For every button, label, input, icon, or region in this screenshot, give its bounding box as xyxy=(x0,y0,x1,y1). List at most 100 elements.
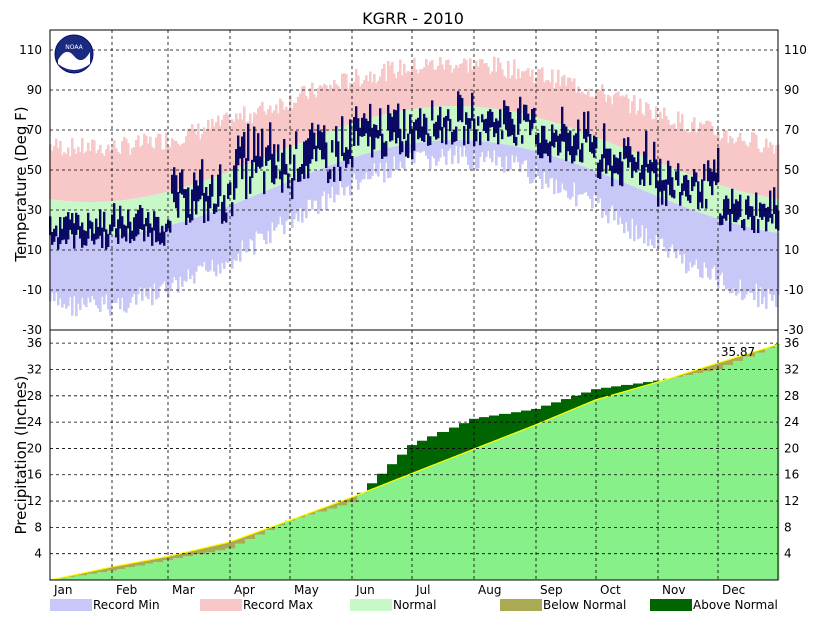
observed-precip-bar xyxy=(499,438,502,580)
record-min-bar xyxy=(549,155,552,179)
observed-temp-bar xyxy=(767,206,770,222)
observed-precip-bar xyxy=(177,558,180,580)
record-min-bar xyxy=(199,216,202,266)
record-min-bar xyxy=(521,147,524,165)
noaa-logo-icon: NOAA xyxy=(54,34,94,74)
record-max-bar xyxy=(491,71,494,109)
observed-temp-bar xyxy=(537,132,540,155)
observed-temp-bar xyxy=(283,138,286,175)
record-max-bar xyxy=(295,102,298,145)
record-max-bar xyxy=(639,98,642,156)
observed-temp-bar xyxy=(443,117,446,128)
above-normal-bar xyxy=(483,417,486,446)
below-normal-bar xyxy=(151,559,154,564)
record-min-bar xyxy=(139,231,142,288)
record-max-bar xyxy=(143,133,146,197)
record-max-bar xyxy=(667,119,670,167)
observed-precip-bar xyxy=(417,471,420,580)
normal-range-bar xyxy=(405,110,408,145)
record-max-bar xyxy=(745,144,748,193)
below-normal-bar xyxy=(225,542,228,549)
record-max-bar xyxy=(307,99,310,140)
observed-temp-bar xyxy=(703,163,706,181)
normal-range-bar xyxy=(93,201,96,236)
record-min-bar xyxy=(595,171,598,197)
record-min-bar xyxy=(555,157,558,180)
record-max-bar xyxy=(617,91,620,146)
normal-range-bar xyxy=(297,143,300,178)
record-min-bar xyxy=(189,219,192,280)
observed-temp-bar xyxy=(425,117,428,135)
record-max-bar xyxy=(623,96,626,149)
normal-range-bar xyxy=(355,122,358,157)
record-max-bar xyxy=(163,149,166,193)
observed-temp-bar xyxy=(125,225,128,242)
normal-range-bar xyxy=(547,120,550,155)
observed-temp-bar xyxy=(67,212,70,240)
record-min-bar xyxy=(467,140,470,165)
record-max-bar xyxy=(383,64,386,115)
record-max-bar xyxy=(467,72,470,107)
below-normal-bar xyxy=(83,572,86,576)
below-normal-bar xyxy=(243,536,246,544)
observed-temp-bar xyxy=(429,136,432,146)
record-min-bar xyxy=(263,191,266,240)
observed-temp-bar xyxy=(257,133,260,167)
record-min-bar xyxy=(83,235,86,305)
normal-range-bar xyxy=(145,196,148,231)
legend-label: Record Max xyxy=(243,598,313,612)
above-normal-bar xyxy=(627,384,630,391)
below-normal-bar xyxy=(245,536,248,540)
record-min-bar xyxy=(457,140,460,164)
observed-temp-bar xyxy=(185,189,188,226)
observed-temp-bar xyxy=(281,152,284,193)
above-normal-bar xyxy=(485,417,488,445)
record-max-bar xyxy=(343,73,346,127)
below-normal-bar xyxy=(291,519,294,521)
observed-temp-bar xyxy=(357,118,360,146)
observed-temp-bar xyxy=(249,176,252,194)
observed-temp-bar xyxy=(573,135,576,162)
observed-temp-bar xyxy=(605,148,608,174)
record-max-bar xyxy=(713,134,716,184)
below-normal-bar xyxy=(249,534,252,540)
observed-temp-bar xyxy=(403,109,406,140)
observed-temp-bar xyxy=(127,209,130,229)
observed-precip-bar xyxy=(353,502,356,580)
observed-temp-bar xyxy=(201,159,204,196)
observed-precip-bar xyxy=(153,562,156,580)
above-normal-bar xyxy=(475,418,478,449)
observed-temp-bar xyxy=(493,122,496,138)
observed-precip-bar xyxy=(583,404,586,580)
observed-precip-bar xyxy=(403,476,406,580)
record-max-bar xyxy=(549,82,552,122)
observed-precip-bar xyxy=(647,384,650,580)
observed-temp-bar xyxy=(199,169,202,200)
above-normal-bar xyxy=(437,431,440,464)
record-max-bar xyxy=(739,132,742,192)
below-normal-bar xyxy=(157,558,160,563)
below-normal-bar xyxy=(125,564,128,568)
observed-precip-bar xyxy=(549,418,552,580)
above-normal-bar xyxy=(503,413,506,438)
record-max-bar xyxy=(159,133,162,194)
record-max-bar xyxy=(457,67,460,107)
normal-range-bar xyxy=(347,124,350,159)
record-max-bar xyxy=(215,122,218,177)
above-normal-bar xyxy=(611,386,614,396)
record-min-bar xyxy=(589,168,592,199)
record-max-bar xyxy=(683,129,686,173)
normal-range-bar xyxy=(109,201,112,236)
normal-range-bar xyxy=(125,199,128,234)
record-min-bar xyxy=(361,154,364,180)
record-min-bar xyxy=(55,233,58,293)
observed-precip-bar xyxy=(537,423,540,580)
above-normal-bar xyxy=(495,415,498,441)
record-max-bar xyxy=(581,91,584,132)
record-max-bar xyxy=(541,67,544,119)
record-max-bar xyxy=(127,142,130,200)
normal-range-bar xyxy=(267,155,270,190)
observed-precip-bar xyxy=(613,394,616,580)
